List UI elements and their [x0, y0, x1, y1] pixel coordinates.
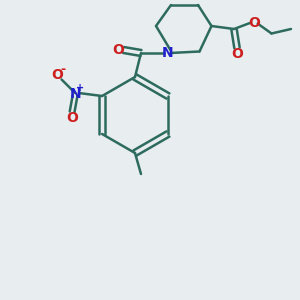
Text: O: O [51, 68, 63, 82]
Text: O: O [248, 16, 260, 30]
Text: O: O [231, 47, 243, 61]
Text: N: N [70, 88, 82, 101]
Text: -: - [61, 63, 66, 76]
Text: N: N [162, 46, 174, 60]
Text: O: O [112, 43, 124, 57]
Text: +: + [76, 82, 85, 93]
Text: O: O [66, 111, 78, 125]
